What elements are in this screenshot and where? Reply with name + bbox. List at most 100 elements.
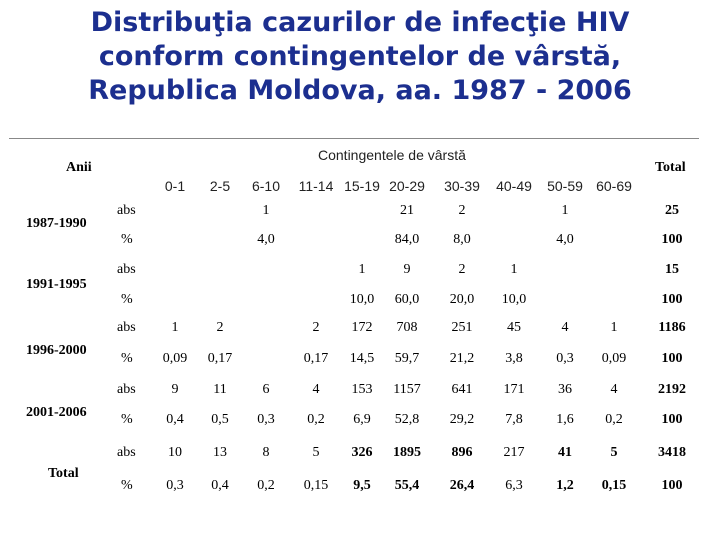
data-cell: 0,3 xyxy=(257,412,275,427)
data-cell: 10 xyxy=(168,445,182,460)
pct-label: % xyxy=(121,292,133,307)
abs-label: abs xyxy=(117,382,136,397)
data-cell: 0,09 xyxy=(601,351,627,366)
total-cell: 100 xyxy=(661,412,683,427)
data-cell: 0,5 xyxy=(211,412,229,427)
title-line-1: Distribuţia cazurilor de infecţie HIV xyxy=(90,7,630,38)
data-cell: 4,0 xyxy=(257,232,275,247)
data-cell: 52,8 xyxy=(394,412,420,427)
total-cell: 100 xyxy=(661,232,683,247)
data-cell: 41 xyxy=(558,445,572,460)
data-cell: 45 xyxy=(507,320,521,335)
data-cell: 21,2 xyxy=(449,351,475,366)
total-cell: 100 xyxy=(661,351,683,366)
abs-label: abs xyxy=(117,320,136,335)
age-col-header: 20-29 xyxy=(389,178,425,194)
pct-label: % xyxy=(121,232,133,247)
data-cell: 326 xyxy=(351,445,373,460)
data-cell: 1 xyxy=(262,203,270,218)
data-cell: 4,0 xyxy=(556,232,574,247)
data-cell: 1,6 xyxy=(556,412,574,427)
data-cell: 5 xyxy=(610,445,618,460)
age-col-header: 2-5 xyxy=(209,178,231,194)
data-cell: 217 xyxy=(503,445,525,460)
data-cell: 2 xyxy=(458,262,466,277)
data-cell: 2 xyxy=(458,203,466,218)
total-cell: 1186 xyxy=(658,320,686,335)
total-cell: 100 xyxy=(661,292,683,307)
period-label: Total xyxy=(48,466,79,481)
data-cell: 153 xyxy=(351,382,373,397)
abs-label: abs xyxy=(117,262,136,277)
data-cell: 14,5 xyxy=(349,351,375,366)
title-line-2: conform contingentelor de vârstă, xyxy=(98,41,622,72)
data-cell: 11 xyxy=(213,382,227,397)
age-col-header: 50-59 xyxy=(547,178,583,194)
age-group-header: Contingentele de vârstă xyxy=(318,147,466,163)
data-cell: 0,4 xyxy=(166,412,184,427)
abs-label: abs xyxy=(117,203,136,218)
data-cell: 251 xyxy=(451,320,473,335)
data-cell: 55,4 xyxy=(394,478,420,493)
period-label: 1991-1995 xyxy=(26,277,87,292)
data-cell: 0,2 xyxy=(257,478,275,493)
slide-title: Distribuţia cazurilor de infecţie HIV co… xyxy=(0,6,720,108)
pct-label: % xyxy=(121,478,133,493)
years-header: Anii xyxy=(66,160,92,175)
data-cell: 0,09 xyxy=(162,351,188,366)
data-cell: 9 xyxy=(171,382,179,397)
data-cell: 6,9 xyxy=(353,412,371,427)
data-cell: 10,0 xyxy=(501,292,527,307)
data-cell: 1 xyxy=(171,320,179,335)
data-cell: 4 xyxy=(312,382,320,397)
data-cell: 1157 xyxy=(393,382,421,397)
data-cell: 2 xyxy=(312,320,320,335)
data-cell: 7,8 xyxy=(505,412,523,427)
pct-label: % xyxy=(121,351,133,366)
data-cell: 1,2 xyxy=(556,478,574,493)
total-cell: 15 xyxy=(665,262,679,277)
age-col-header: 40-49 xyxy=(496,178,532,194)
data-cell: 0,17 xyxy=(207,351,233,366)
data-cell: 5 xyxy=(312,445,320,460)
data-cell: 4 xyxy=(561,320,569,335)
data-cell: 20,0 xyxy=(449,292,475,307)
total-header: Total xyxy=(655,160,686,175)
data-cell: 4 xyxy=(610,382,618,397)
data-cell: 1 xyxy=(510,262,518,277)
data-cell: 21 xyxy=(400,203,414,218)
data-cell: 0,3 xyxy=(166,478,184,493)
data-cell: 2 xyxy=(216,320,224,335)
data-cell: 1895 xyxy=(393,445,421,460)
data-cell: 84,0 xyxy=(394,232,420,247)
data-cell: 896 xyxy=(451,445,473,460)
data-cell: 0,15 xyxy=(303,478,329,493)
data-cell: 1 xyxy=(610,320,618,335)
data-cell: 171 xyxy=(503,382,525,397)
data-cell: 641 xyxy=(451,382,473,397)
data-cell: 6 xyxy=(262,382,270,397)
data-cell: 1 xyxy=(561,203,569,218)
age-col-header: 11-14 xyxy=(298,178,334,194)
data-cell: 9,5 xyxy=(353,478,371,493)
abs-label: abs xyxy=(117,445,136,460)
data-cell: 172 xyxy=(351,320,373,335)
total-cell: 100 xyxy=(661,478,683,493)
age-col-header: 0-1 xyxy=(164,178,186,194)
data-cell: 9 xyxy=(403,262,411,277)
data-cell: 1 xyxy=(358,262,366,277)
data-cell: 26,4 xyxy=(449,478,475,493)
data-cell: 708 xyxy=(396,320,418,335)
total-cell: 2192 xyxy=(658,382,686,397)
data-cell: 0,4 xyxy=(211,478,229,493)
data-cell: 0,2 xyxy=(605,412,623,427)
period-label: 1996-2000 xyxy=(26,343,87,358)
data-cell: 6,3 xyxy=(505,478,523,493)
data-cell: 0,15 xyxy=(601,478,627,493)
table-frame xyxy=(9,138,699,495)
age-col-header: 60-69 xyxy=(596,178,632,194)
data-cell: 8,0 xyxy=(453,232,471,247)
total-cell: 25 xyxy=(665,203,679,218)
data-cell: 10,0 xyxy=(349,292,375,307)
total-cell: 3418 xyxy=(658,445,686,460)
